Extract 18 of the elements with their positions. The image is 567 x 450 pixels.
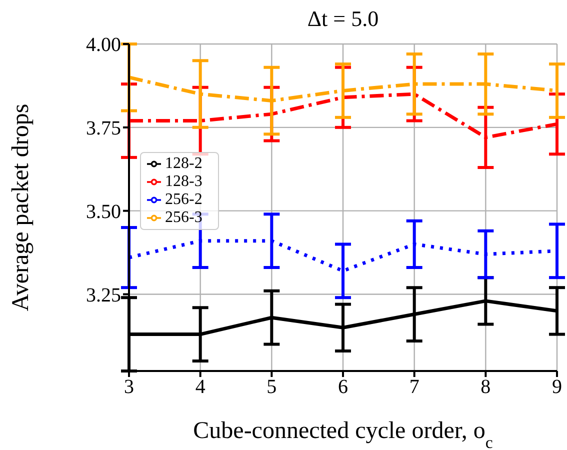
y-tick-label: 3.25	[86, 284, 121, 306]
chart-title: Δt = 5.0	[307, 6, 379, 31]
legend-label: 256-3	[165, 209, 202, 226]
x-tick-label: 4	[195, 376, 206, 398]
x-tick-label: 9	[552, 376, 562, 398]
y-tick-label: 4.00	[86, 34, 121, 56]
x-axis-title: Cube-connected cycle order, o$_{c}$	[193, 418, 493, 450]
y-tick-label: 3.50	[86, 200, 121, 223]
x-tick-label: 5	[266, 376, 277, 398]
y-axis-title: Average packet drops	[8, 104, 34, 312]
x-tick-label: 6	[338, 376, 348, 398]
legend-label: 128-2	[165, 155, 202, 172]
y-tick-label: 3.75	[86, 118, 121, 140]
x-tick-label: 7	[409, 376, 420, 398]
legend-label: 256-2	[165, 191, 202, 208]
x-tick-label: 8	[480, 376, 491, 398]
x-tick-label: 3	[124, 376, 134, 398]
legend-label: 128-3	[165, 173, 202, 190]
